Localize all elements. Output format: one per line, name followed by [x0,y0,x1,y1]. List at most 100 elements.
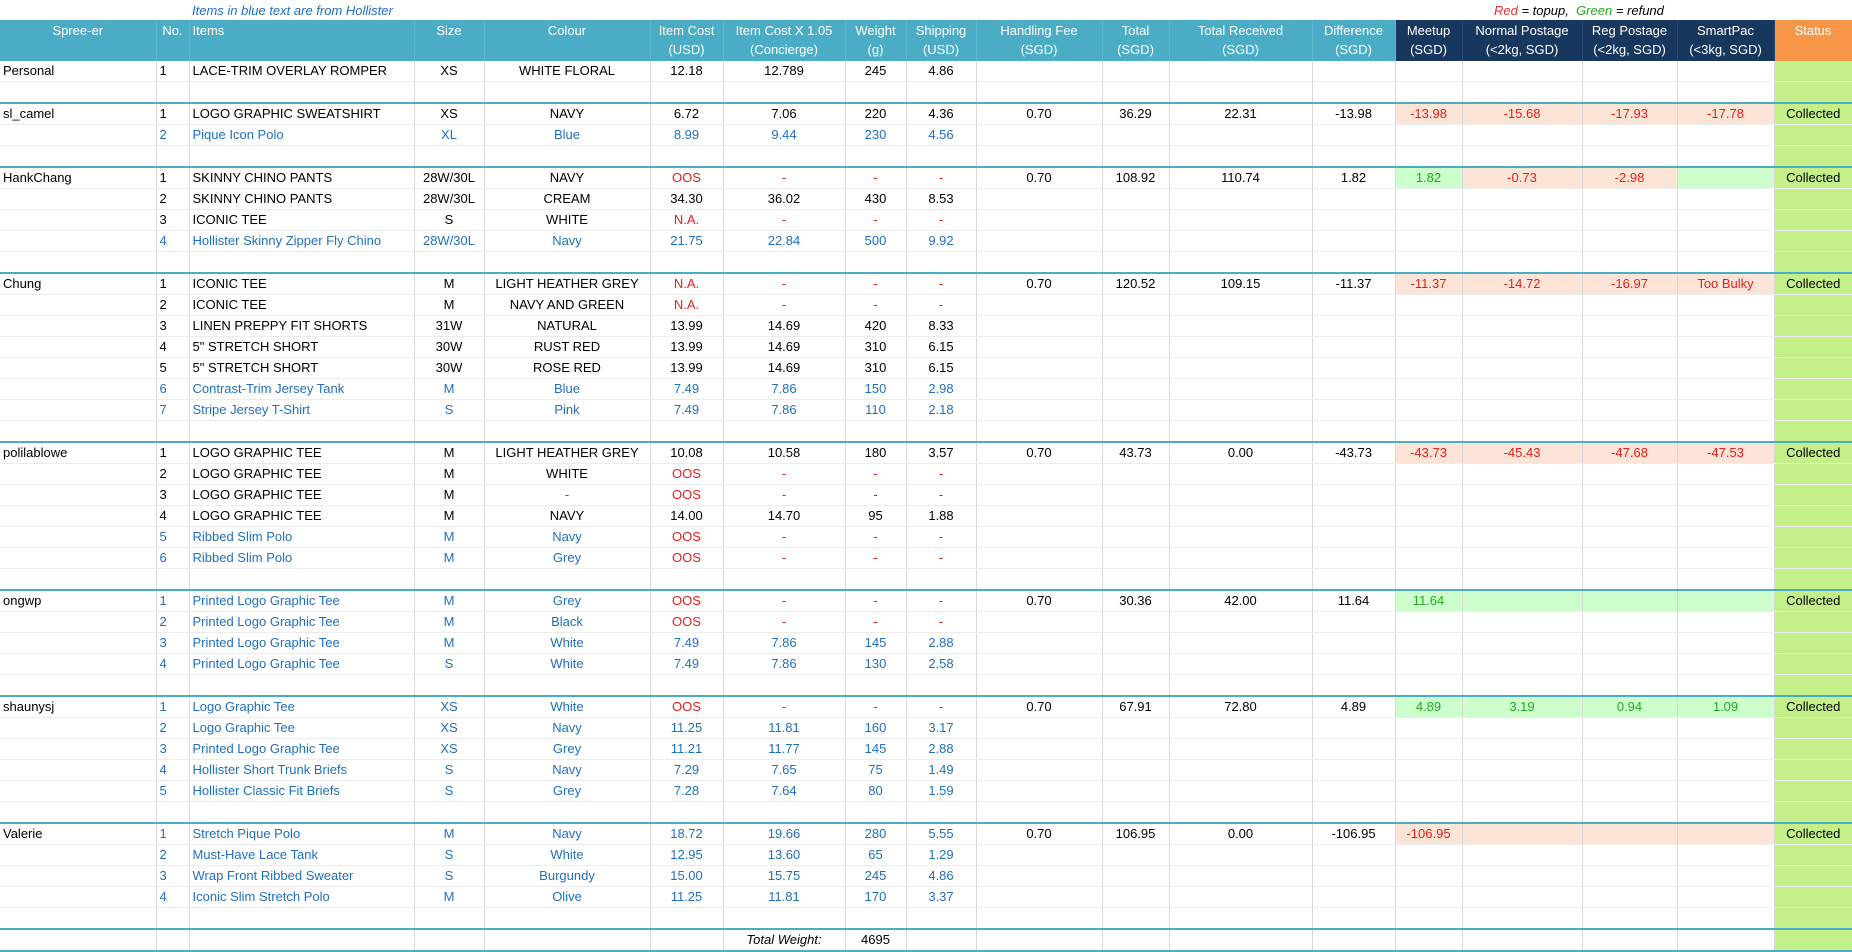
difference-cell[interactable]: 11.64 [1312,589,1396,612]
colour-cell[interactable]: Navy [484,759,651,781]
total-received-cell[interactable] [1169,230,1313,252]
meetup-cell[interactable]: -11.37 [1395,272,1463,295]
shipping-cell[interactable]: - [906,695,977,718]
weight-cell[interactable]: 160 [845,717,907,739]
spreeer-cell[interactable] [0,209,157,231]
shipping-cell[interactable]: 8.53 [906,188,977,210]
meetup-cell[interactable] [1395,251,1463,274]
weight-cell[interactable]: 65 [845,844,907,866]
normal-postage-cell[interactable]: 3.19 [1462,695,1583,718]
empty-cell[interactable] [723,420,846,443]
colour-cell[interactable]: Black [484,611,651,633]
shipping-cell[interactable]: - [906,209,977,231]
empty-cell[interactable] [189,81,415,104]
status-cell[interactable] [1774,801,1852,824]
total-received-cell[interactable] [1169,865,1313,887]
normal-postage-cell[interactable] [1462,230,1583,252]
handling-fee-cell[interactable] [976,759,1103,781]
colour-cell[interactable]: NAVY [484,102,651,125]
item-no-cell[interactable]: 5 [156,357,190,379]
column-header[interactable]: Item Cost (USD) [650,20,724,61]
normal-postage-cell[interactable] [1462,124,1583,146]
difference-cell[interactable] [1312,674,1396,697]
colour-cell[interactable]: NAVY [484,505,651,527]
item-name-cell[interactable]: Iconic Slim Stretch Polo [189,886,415,908]
empty-cell[interactable] [906,907,977,930]
total-cell[interactable] [1102,399,1170,421]
spreeer-cell[interactable] [0,124,157,146]
item-cost-cell[interactable]: N.A. [650,294,724,316]
normal-postage-cell[interactable] [1462,547,1583,569]
handling-fee-cell[interactable]: 0.70 [976,822,1103,845]
reg-postage-cell[interactable] [1582,653,1678,675]
handling-fee-cell[interactable] [976,780,1103,802]
meetup-cell[interactable]: 1.82 [1395,166,1463,189]
weight-cell[interactable]: - [845,272,907,295]
difference-cell[interactable] [1312,632,1396,654]
reg-postage-cell[interactable] [1582,759,1678,781]
colour-cell[interactable]: LIGHT HEATHER GREY [484,272,651,295]
empty-cell[interactable] [484,674,651,697]
empty-cell[interactable] [156,801,190,824]
shipping-cell[interactable]: 2.58 [906,653,977,675]
item-cost-cell[interactable]: 11.25 [650,717,724,739]
handling-fee-cell[interactable] [976,653,1103,675]
shipping-cell[interactable]: 1.29 [906,844,977,866]
item-no-cell[interactable]: 1 [156,695,190,718]
concierge-cost-cell[interactable]: 11.81 [723,717,846,739]
shipping-cell[interactable]: 4.36 [906,102,977,125]
spreeer-cell[interactable] [0,801,157,824]
colour-cell[interactable]: WHITE [484,209,651,231]
difference-cell[interactable] [1312,738,1396,760]
reg-postage-cell[interactable] [1582,674,1678,697]
normal-postage-cell[interactable] [1462,399,1583,421]
concierge-cost-cell[interactable]: 12.789 [723,61,846,82]
weight-cell[interactable]: 310 [845,336,907,358]
size-cell[interactable]: XS [414,695,485,718]
size-cell[interactable]: 28W/30L [414,188,485,210]
empty-cell[interactable] [414,928,485,952]
weight-cell[interactable]: - [845,484,907,506]
item-cost-cell[interactable]: OOS [650,463,724,485]
size-cell[interactable]: 30W [414,357,485,379]
weight-cell[interactable]: 245 [845,61,907,82]
total-received-cell[interactable] [1169,674,1313,697]
smartpac-cell[interactable] [1677,632,1775,654]
weight-cell[interactable]: - [845,294,907,316]
concierge-cost-cell[interactable]: 7.86 [723,632,846,654]
concierge-cost-cell[interactable]: - [723,463,846,485]
spreeer-cell[interactable] [0,463,157,485]
empty-cell[interactable] [484,251,651,274]
handling-fee-cell[interactable] [976,611,1103,633]
colour-cell[interactable]: Navy [484,717,651,739]
concierge-cost-cell[interactable]: 7.65 [723,759,846,781]
item-name-cell[interactable]: Contrast-Trim Jersey Tank [189,378,415,400]
reg-postage-cell[interactable] [1582,526,1678,548]
reg-postage-cell[interactable] [1582,124,1678,146]
difference-cell[interactable] [1312,145,1396,168]
handling-fee-cell[interactable] [976,907,1103,930]
empty-cell[interactable] [845,251,907,274]
difference-cell[interactable] [1312,124,1396,146]
normal-postage-cell[interactable] [1462,611,1583,633]
size-cell[interactable]: M [414,484,485,506]
smartpac-cell[interactable] [1677,547,1775,569]
empty-cell[interactable] [650,145,724,168]
item-name-cell[interactable]: Ribbed Slim Polo [189,526,415,548]
normal-postage-cell[interactable] [1462,378,1583,400]
status-cell[interactable] [1774,717,1852,739]
total-cell[interactable]: 67.91 [1102,695,1170,718]
empty-cell[interactable] [414,420,485,443]
spreeer-cell[interactable] [0,230,157,252]
total-cell[interactable] [1102,463,1170,485]
meetup-cell[interactable] [1395,547,1463,569]
handling-fee-cell[interactable] [976,251,1103,274]
meetup-cell[interactable]: 4.89 [1395,695,1463,718]
normal-postage-cell[interactable] [1462,505,1583,527]
empty-cell[interactable] [650,81,724,104]
item-name-cell[interactable]: Hollister Short Trunk Briefs [189,759,415,781]
normal-postage-cell[interactable] [1462,315,1583,337]
item-no-cell[interactable]: 4 [156,653,190,675]
colour-cell[interactable]: NATURAL [484,315,651,337]
total-cell[interactable] [1102,378,1170,400]
